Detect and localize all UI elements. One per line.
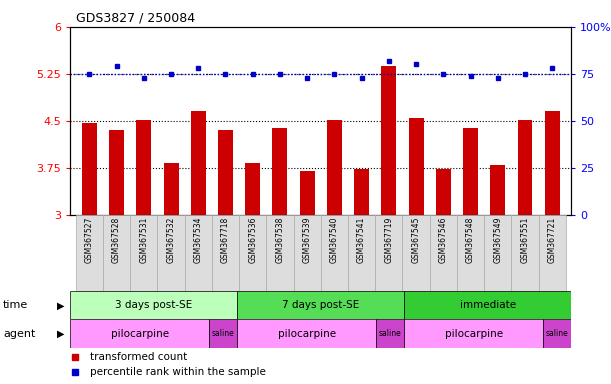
Text: immediate: immediate <box>459 300 516 311</box>
Text: GSM367546: GSM367546 <box>439 217 448 263</box>
Bar <box>381 66 397 215</box>
Bar <box>354 169 369 215</box>
Bar <box>543 319 571 348</box>
Text: agent: agent <box>3 328 35 339</box>
Bar <box>210 319 237 348</box>
Bar <box>237 319 376 348</box>
Bar <box>76 215 103 291</box>
Bar <box>403 215 430 291</box>
Bar <box>321 215 348 291</box>
Text: GSM367528: GSM367528 <box>112 217 121 263</box>
Bar <box>273 128 287 215</box>
Bar <box>158 215 185 291</box>
Text: saline: saline <box>379 329 402 338</box>
Text: pilocarpine: pilocarpine <box>278 328 336 339</box>
Bar <box>164 163 178 215</box>
Bar <box>245 163 260 215</box>
Text: transformed count: transformed count <box>90 352 188 362</box>
Text: percentile rank within the sample: percentile rank within the sample <box>90 367 266 377</box>
Bar <box>82 122 97 215</box>
Text: GSM367548: GSM367548 <box>466 217 475 263</box>
Bar <box>404 291 571 319</box>
Bar <box>327 119 342 215</box>
Text: saline: saline <box>546 329 569 338</box>
Bar <box>490 165 505 215</box>
Bar <box>518 119 532 215</box>
Bar <box>191 111 206 215</box>
Bar <box>484 215 511 291</box>
Bar <box>436 169 451 215</box>
Bar <box>457 215 484 291</box>
Text: GSM367545: GSM367545 <box>412 217 420 263</box>
Bar <box>185 215 212 291</box>
Bar <box>299 171 315 215</box>
Text: GSM367551: GSM367551 <box>521 217 530 263</box>
Bar <box>293 215 321 291</box>
Text: 3 days post-SE: 3 days post-SE <box>115 300 192 311</box>
Text: GSM367532: GSM367532 <box>167 217 175 263</box>
Bar <box>430 215 457 291</box>
Text: ▶: ▶ <box>57 300 64 311</box>
Bar <box>511 215 539 291</box>
Text: GSM367538: GSM367538 <box>276 217 285 263</box>
Bar <box>266 215 293 291</box>
Bar <box>212 215 239 291</box>
Text: GSM367539: GSM367539 <box>302 217 312 263</box>
Bar <box>109 130 124 215</box>
Bar <box>539 215 566 291</box>
Bar <box>130 215 158 291</box>
Text: pilocarpine: pilocarpine <box>111 328 169 339</box>
Text: GSM367540: GSM367540 <box>330 217 339 263</box>
Bar <box>545 111 560 215</box>
Text: 7 days post-SE: 7 days post-SE <box>282 300 359 311</box>
Text: saline: saline <box>212 329 235 338</box>
Bar <box>463 128 478 215</box>
Text: GDS3827 / 250084: GDS3827 / 250084 <box>76 12 196 25</box>
Text: GSM367549: GSM367549 <box>493 217 502 263</box>
Text: GSM367531: GSM367531 <box>139 217 148 263</box>
Bar <box>375 215 403 291</box>
Bar <box>376 319 404 348</box>
Bar <box>409 118 423 215</box>
Text: GSM367541: GSM367541 <box>357 217 366 263</box>
Text: GSM367534: GSM367534 <box>194 217 203 263</box>
Bar <box>70 291 237 319</box>
Bar <box>103 215 130 291</box>
Text: GSM367536: GSM367536 <box>248 217 257 263</box>
Bar <box>404 319 543 348</box>
Bar <box>136 119 152 215</box>
Text: time: time <box>3 300 28 311</box>
Text: GSM367718: GSM367718 <box>221 217 230 263</box>
Bar <box>218 130 233 215</box>
Text: GSM367721: GSM367721 <box>547 217 557 263</box>
Bar <box>70 319 210 348</box>
Text: GSM367527: GSM367527 <box>85 217 94 263</box>
Bar <box>348 215 375 291</box>
Text: pilocarpine: pilocarpine <box>445 328 503 339</box>
Bar <box>237 291 404 319</box>
Text: GSM367719: GSM367719 <box>384 217 393 263</box>
Bar <box>239 215 266 291</box>
Text: ▶: ▶ <box>57 328 64 339</box>
